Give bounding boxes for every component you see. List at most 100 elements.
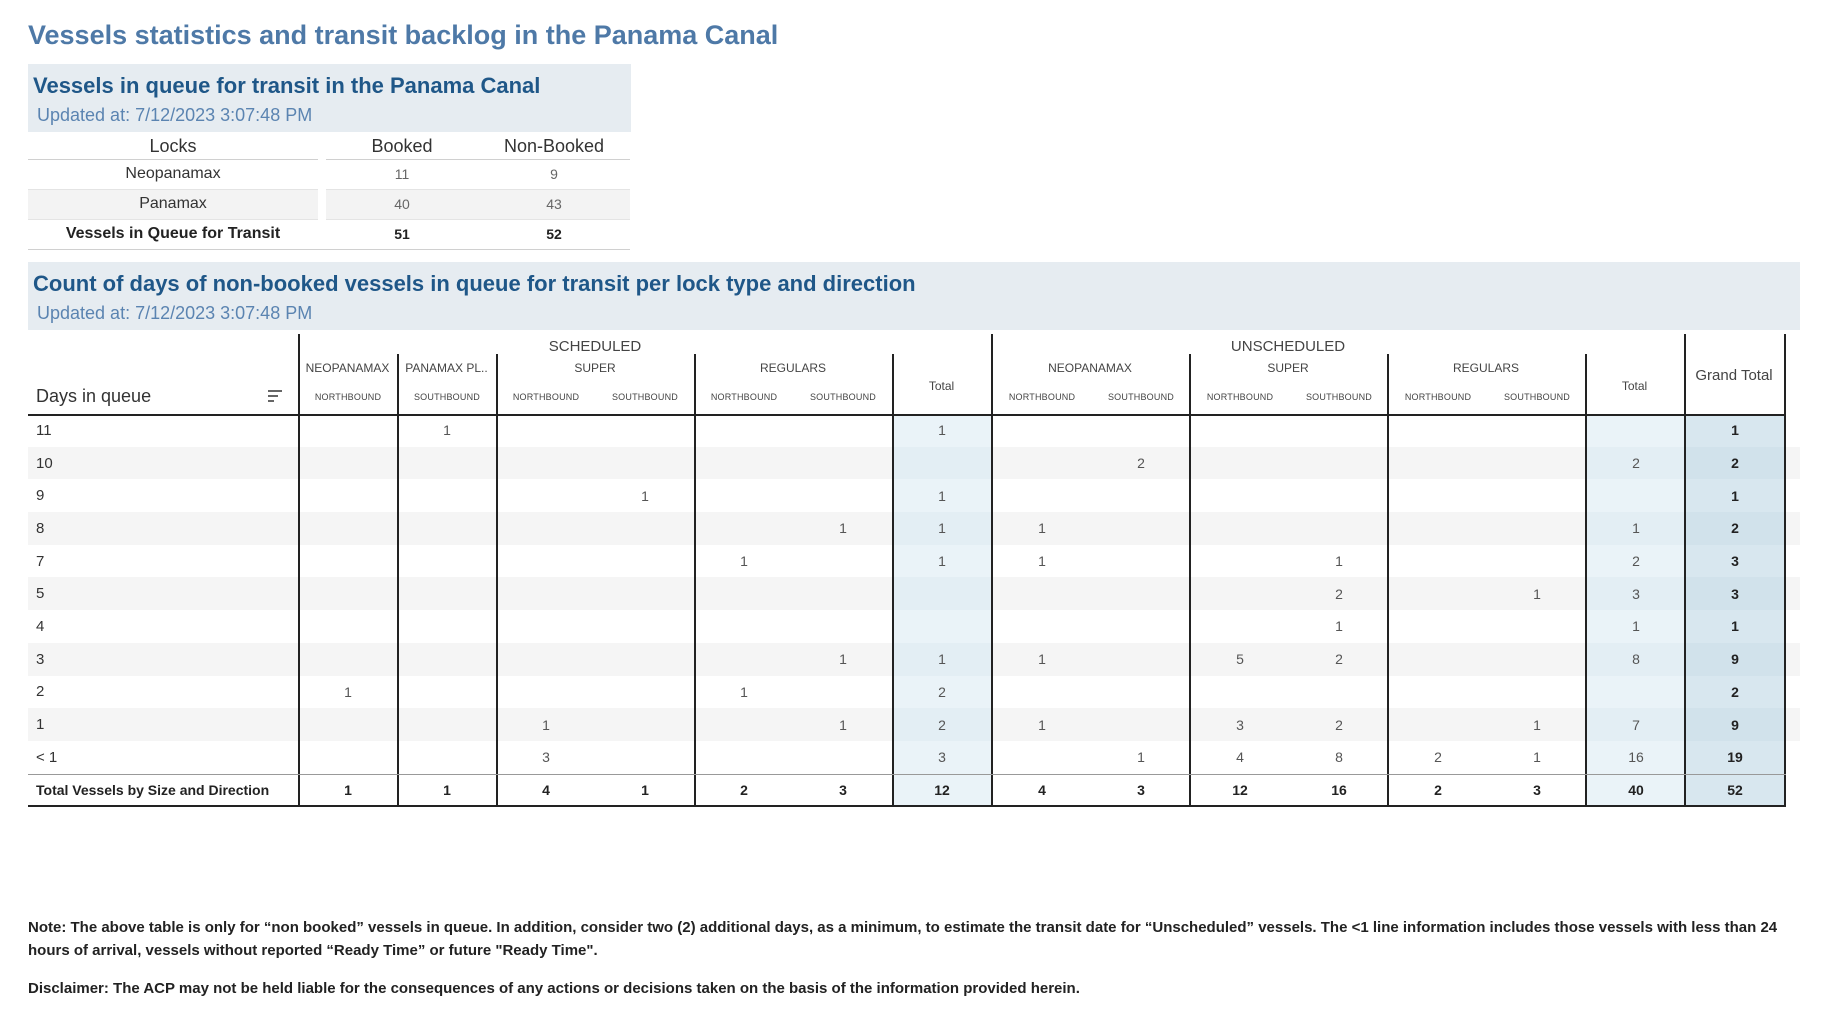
count-value: 1 bbox=[1533, 749, 1541, 766]
direction-header: NORTHBOUND bbox=[314, 392, 382, 402]
direction-header: SOUTHBOUND bbox=[809, 392, 876, 402]
count-value: 1 bbox=[1038, 520, 1046, 537]
non-booked-value: 43 bbox=[478, 189, 630, 220]
panamax-pl-header: PANAMAX PL.. bbox=[405, 361, 488, 375]
count-value bbox=[1389, 577, 1488, 610]
table-row: 8 1 1 1 1 2 bbox=[28, 512, 1800, 545]
column-divider bbox=[892, 354, 894, 807]
count-value: 2 bbox=[938, 716, 946, 733]
count-value bbox=[993, 414, 1092, 447]
count-value bbox=[993, 447, 1092, 480]
count-value bbox=[794, 479, 893, 512]
count-value bbox=[497, 577, 596, 610]
count-value: 4 bbox=[542, 781, 550, 798]
count-value: 12 bbox=[1232, 781, 1248, 798]
locks-table: Locks Booked Non-Booked Neopanamax 11 9 … bbox=[28, 135, 630, 250]
direction-header: NORTHBOUND bbox=[1206, 392, 1274, 402]
count-value bbox=[398, 676, 497, 709]
sort-icon[interactable] bbox=[268, 390, 282, 404]
table-row: 7 1 1 1 1 2 3 bbox=[28, 544, 1800, 578]
count-value bbox=[1488, 610, 1587, 643]
count-value bbox=[299, 479, 398, 512]
table-row: 3 1 1 1 5 2 8 9 bbox=[28, 642, 1800, 676]
lock-name: Panamax bbox=[28, 189, 318, 220]
count-value bbox=[398, 545, 497, 578]
days-value: 8 bbox=[36, 519, 45, 537]
table-row: 11 1 1 1 bbox=[28, 414, 1800, 447]
count-value bbox=[794, 610, 893, 643]
count-value bbox=[993, 610, 1092, 643]
table-row: Panamax 40 43 bbox=[28, 189, 630, 220]
direction-header: NORTHBOUND bbox=[1008, 392, 1076, 402]
count-value bbox=[497, 643, 596, 676]
count-value bbox=[695, 741, 794, 774]
count-value bbox=[398, 610, 497, 643]
queue-panel-header: Vessels in queue for transit in the Pana… bbox=[28, 64, 631, 132]
count-value: 3 bbox=[1236, 716, 1244, 733]
super-header: SUPER bbox=[574, 361, 616, 375]
direction-header: SOUTHBOUND bbox=[1305, 392, 1372, 402]
scheduled-total-header: Total bbox=[928, 379, 955, 393]
count-value: 16 bbox=[1331, 781, 1347, 798]
count-value: 2 bbox=[1632, 455, 1640, 472]
count-value bbox=[794, 447, 893, 480]
count-value bbox=[1389, 643, 1488, 676]
count-value bbox=[497, 414, 596, 447]
non-booked-header: Non-Booked bbox=[478, 135, 630, 160]
count-value: 3 bbox=[938, 749, 946, 766]
total-rule bbox=[28, 773, 1786, 775]
days-value: < 1 bbox=[36, 748, 58, 766]
column-divider bbox=[397, 354, 399, 807]
count-value: 16 bbox=[1628, 749, 1644, 766]
count-value bbox=[794, 577, 893, 610]
count-value bbox=[1092, 676, 1191, 709]
count-value: 1 bbox=[641, 781, 649, 798]
table-row: 5 2 1 3 3 bbox=[28, 577, 1800, 611]
grand-total-value: 52 bbox=[1727, 781, 1743, 798]
column-divider bbox=[496, 354, 498, 807]
count-value: 1 bbox=[1038, 553, 1046, 570]
grand-total-value: 19 bbox=[1727, 749, 1743, 766]
count-value bbox=[1389, 447, 1488, 480]
count-value: 1 bbox=[1038, 716, 1046, 733]
count-value bbox=[695, 610, 794, 643]
days-value: 7 bbox=[36, 552, 45, 570]
direction-header: SOUTHBOUND bbox=[1107, 392, 1174, 402]
count-value bbox=[1191, 479, 1290, 512]
count-value bbox=[398, 741, 497, 774]
count-value bbox=[596, 676, 695, 709]
count-value: 1 bbox=[938, 553, 946, 570]
count-value: 1 bbox=[1632, 520, 1640, 537]
regulars-header: REGULARS bbox=[759, 361, 827, 375]
count-value bbox=[1290, 479, 1389, 512]
locks-header: Locks bbox=[28, 135, 318, 160]
count-value bbox=[1389, 414, 1488, 447]
count-value bbox=[1191, 610, 1290, 643]
count-value bbox=[893, 447, 992, 480]
count-value bbox=[1488, 479, 1587, 512]
count-value: 8 bbox=[1632, 651, 1640, 668]
count-value bbox=[1389, 512, 1488, 545]
count-value bbox=[497, 479, 596, 512]
count-value bbox=[1587, 414, 1686, 447]
grand-total-value: 9 bbox=[1731, 651, 1739, 668]
count-value bbox=[1290, 676, 1389, 709]
count-value: 4 bbox=[1236, 749, 1244, 766]
count-value: 3 bbox=[1137, 781, 1145, 798]
days-value: 3 bbox=[36, 650, 45, 668]
count-value: 1 bbox=[344, 781, 352, 798]
note-text: Note: The above table is only for “non b… bbox=[28, 919, 1778, 959]
count-value bbox=[596, 512, 695, 545]
count-value bbox=[993, 676, 1092, 709]
count-value bbox=[299, 414, 398, 447]
count-value: 1 bbox=[1533, 716, 1541, 733]
count-value bbox=[1488, 512, 1587, 545]
count-value bbox=[398, 577, 497, 610]
count-value: 1 bbox=[443, 422, 451, 439]
disclaimer-text: Disclaimer: The ACP may not be held liab… bbox=[28, 980, 1080, 997]
days-value: 4 bbox=[36, 617, 45, 635]
count-value: 2 bbox=[1335, 716, 1343, 733]
count-value: 1 bbox=[1632, 618, 1640, 635]
count-value: 2 bbox=[938, 683, 946, 700]
count-value bbox=[1290, 447, 1389, 480]
